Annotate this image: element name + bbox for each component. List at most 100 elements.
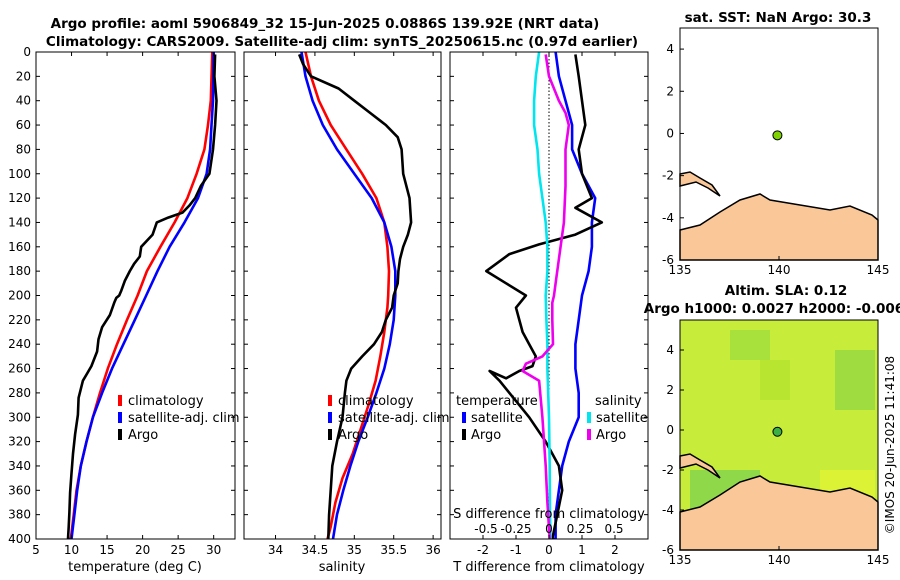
map-x-tick-label: 135 [669, 553, 692, 567]
x-tick-label: 35.5 [380, 543, 407, 557]
map-y-tick-label: 2 [666, 383, 674, 397]
s-diff-tick-label: 0.25 [567, 522, 594, 536]
map-x-tick-label: 145 [867, 553, 890, 567]
map-y-tick-label: 2 [666, 84, 674, 98]
salinity-xlabel: salinity [319, 560, 366, 575]
legend-satellite-swatch [328, 412, 332, 423]
legend-s-satellite: satellite [596, 411, 648, 426]
series-line-satellite-adj-clim [69, 52, 215, 539]
x-tick-label: 25 [171, 543, 186, 557]
x-tick-label: 34.5 [302, 543, 329, 557]
y-tick-label: 60 [16, 118, 31, 132]
x-tick-label: 0 [545, 543, 553, 557]
difference-panel: -2 -1 0 1 2 T difference from climatology S … [449, 51, 649, 575]
y-tick-label: 320 [8, 435, 31, 449]
temperature-panel: 5 10 15 20 25 3002040608010012014016018020022… [8, 45, 240, 575]
y-tick-label: 160 [8, 240, 31, 254]
y-tick-label: 20 [16, 69, 31, 83]
temperature-xlabel: temperature (deg C) [68, 560, 202, 575]
legend-argo-swatch [118, 429, 122, 440]
x-tick-label: 10 [64, 543, 79, 557]
map-x-tick-label: 140 [768, 553, 791, 567]
map-y-tick-label: -2 [662, 169, 674, 183]
x-tick-label: 35 [347, 543, 362, 557]
map-y-tick-label: -4 [662, 211, 674, 225]
x-tick-label: 34 [268, 543, 283, 557]
y-tick-label: 400 [8, 532, 31, 546]
x-tick-label: 2 [611, 543, 619, 557]
sla-map-panel: Altim. SLA: 0.12 Argo h1000: 0.0027 h200… [644, 283, 900, 567]
salinity-axes [243, 51, 442, 540]
map-y-tick-label: -6 [662, 543, 674, 557]
temperature-axes [35, 51, 236, 540]
y-tick-label: 140 [8, 215, 31, 229]
y-tick-label: 280 [8, 386, 31, 400]
y-tick-label: 180 [8, 264, 31, 278]
legend-t-satellite-swatch [462, 412, 466, 423]
x-tick-label: 36 [425, 543, 440, 557]
legend-salinity-title: salinity [595, 394, 642, 409]
y-tick-label: 260 [8, 362, 31, 376]
series-line-argo [66, 54, 218, 539]
legend-argo: Argo [128, 428, 158, 443]
series-line-climatology [304, 52, 391, 539]
sst-map-panel: sat. SST: NaN Argo: 30.3 135 140 145 -6 -4 -2… [662, 10, 889, 277]
series-line-argo [297, 53, 413, 539]
map-y-tick-label: -6 [662, 253, 674, 267]
y-tick-label: 240 [8, 337, 31, 351]
y-tick-label: 340 [8, 459, 31, 473]
map-y-tick-label: -4 [662, 503, 674, 517]
difference-xlabel-top: S difference from climatology [453, 507, 645, 522]
s-diff-tick-label: -0.25 [500, 522, 531, 536]
legend-s-argo-swatch [587, 429, 591, 440]
sla-map-title-line2: Argo h1000: 0.0027 h2000: -0.006 [644, 301, 900, 317]
x-tick-label: 1 [578, 543, 586, 557]
sla-bird-head-land [679, 453, 721, 479]
y-tick-label: 100 [8, 167, 31, 181]
legend-climatology: climatology [338, 394, 414, 409]
series-line-s-satellite [532, 52, 552, 539]
difference-legend: temperature satellite Argo salinity sate… [456, 394, 648, 443]
y-tick-label: 220 [8, 313, 31, 327]
x-tick-label: -1 [510, 543, 522, 557]
map-y-tick-label: -2 [662, 463, 674, 477]
map-y-tick-label: 4 [666, 42, 674, 56]
x-tick-label: 5 [32, 543, 40, 557]
sst-bird-head-land [679, 171, 721, 197]
salinity-panel: 34 34.5 35 35.5 36 salinity climatology sate… [243, 51, 450, 575]
y-tick-label: 80 [16, 142, 31, 156]
legend-temperature-title: temperature [456, 394, 538, 409]
legend-satellite: satellite-adj. clim [128, 411, 240, 426]
map-y-tick-label: 4 [666, 343, 674, 357]
y-tick-label: 380 [8, 508, 31, 522]
sst-map-title: sat. SST: NaN Argo: 30.3 [685, 10, 872, 26]
map-x-tick-label: 145 [867, 263, 890, 277]
sla-argo-marker [772, 426, 783, 437]
sst-argo-marker [772, 130, 783, 141]
x-tick-label: 15 [99, 543, 114, 557]
x-tick-label: 20 [135, 543, 150, 557]
difference-xlabel: T difference from climatology [452, 560, 645, 575]
x-tick-label: -2 [477, 543, 489, 557]
sla-patch [730, 330, 770, 360]
legend-satellite: satellite-adj. clim [338, 411, 450, 426]
temperature-legend: climatology satellite-adj. clim Argo [118, 394, 240, 443]
sla-patch [835, 350, 875, 410]
sla-patch [760, 360, 790, 400]
sla-map-title-line1: Altim. SLA: 0.12 [725, 283, 847, 299]
s-diff-tick-label: -0.5 [474, 522, 497, 536]
s-diff-tick-label: 0.5 [604, 522, 623, 536]
series-line-s-argo [521, 54, 571, 539]
y-tick-label: 360 [8, 483, 31, 497]
legend-satellite-swatch [118, 412, 122, 423]
y-tick-label: 0 [23, 45, 31, 59]
y-tick-label: 200 [8, 289, 31, 303]
legend-argo: Argo [338, 428, 368, 443]
legend-climatology-swatch [118, 395, 122, 406]
y-tick-label: 40 [16, 94, 31, 108]
y-tick-label: 300 [8, 410, 31, 424]
series-line-satellite-adj-clim [300, 52, 397, 539]
legend-climatology-swatch [328, 395, 332, 406]
salinity-legend: climatology satellite-adj. clim Argo [328, 394, 450, 443]
legend-s-argo: Argo [596, 428, 626, 443]
